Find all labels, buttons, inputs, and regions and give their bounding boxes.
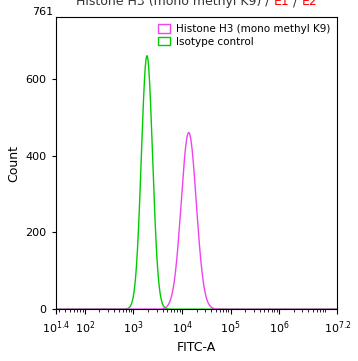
X-axis label: FITC-A: FITC-A [177,341,216,354]
Y-axis label: Count: Count [7,144,20,182]
Text: E2: E2 [301,0,317,8]
Text: /: / [289,0,301,8]
Legend: Histone H3 (mono methyl K9), Isotype control: Histone H3 (mono methyl K9), Isotype con… [156,22,332,49]
Text: E1: E1 [274,0,289,8]
Text: 761: 761 [32,7,53,17]
Text: Histone H3 (mono methyl K9) /: Histone H3 (mono methyl K9) / [76,0,274,8]
